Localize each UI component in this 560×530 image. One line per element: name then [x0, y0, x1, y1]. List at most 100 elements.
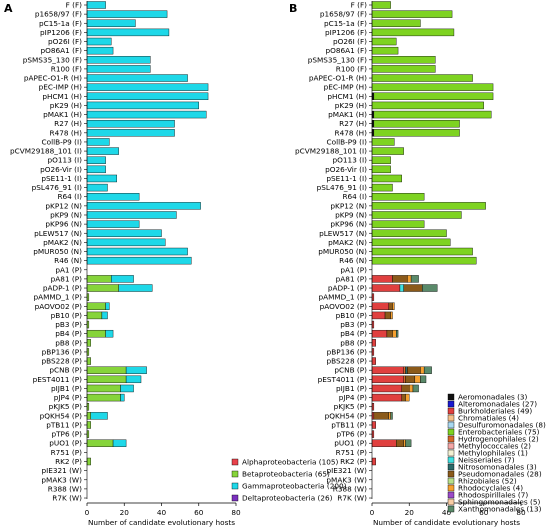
- category-label: R751 (P): [336, 448, 368, 457]
- category-label: pBP136 (P): [42, 347, 83, 356]
- category-label: pA81 (P): [336, 274, 367, 283]
- category-label: pIJB1 (P): [336, 384, 367, 393]
- category-label: pO113 (I): [48, 156, 83, 165]
- category-label: pKJK5 (P): [334, 402, 368, 411]
- bar-segment: [371, 138, 395, 146]
- category-label: R7K (W): [52, 494, 82, 503]
- legend-label: Methylococcales (2): [458, 442, 531, 451]
- bar-segment: [371, 439, 397, 447]
- bar-segment: [422, 284, 438, 292]
- category-label: pUO1 (P): [49, 439, 82, 448]
- bar-segment: [125, 366, 147, 374]
- bar-segment: [371, 183, 393, 192]
- bar-segment: [371, 65, 436, 73]
- category-label: R64 (I): [342, 192, 367, 201]
- bar-segment: [86, 329, 106, 338]
- category-label: pA81 (P): [51, 274, 82, 283]
- bar-segment: [392, 302, 395, 310]
- category-label: pSMS35_130 (F): [308, 55, 367, 64]
- category-label: R388 (W): [333, 484, 367, 493]
- bar-segment: [371, 37, 397, 46]
- category-label: R751 (P): [51, 448, 83, 457]
- category-label: pO26-Vir (I): [325, 165, 367, 174]
- bar-segment: [403, 439, 406, 447]
- bar-segment: [392, 275, 408, 283]
- bar-segment: [371, 220, 425, 228]
- category-label: pTP6 (P): [336, 430, 367, 439]
- category-label: pADP-1 (P): [328, 284, 367, 293]
- bar-segment: [371, 393, 402, 402]
- legend-label: Alphaproteobacteria (105): [242, 458, 339, 467]
- bar-segment: [371, 165, 391, 174]
- legend-label: Betaproteobacteria (65): [242, 470, 330, 479]
- bar-segment: [86, 174, 117, 183]
- bar-segment: [90, 412, 108, 420]
- category-label: F (F): [66, 1, 83, 10]
- category-label: pA1 (P): [340, 265, 367, 274]
- legend-swatch: [447, 442, 455, 450]
- category-label: pCNB (P): [334, 366, 367, 375]
- bar-segment: [86, 220, 140, 228]
- bar-segment: [112, 439, 127, 447]
- legend-label: Nitrosomonadales (3): [458, 463, 537, 472]
- bar-segment: [371, 284, 401, 292]
- category-label: pTB11 (P): [46, 420, 82, 429]
- bar-segment: [405, 375, 416, 384]
- category-label: pKP12 (N): [45, 201, 82, 210]
- bar-segment: [120, 393, 125, 402]
- bar-segment: [373, 129, 460, 137]
- bar-segment: [371, 19, 421, 27]
- category-label: pEC-IMP (H): [324, 83, 367, 92]
- bar-segment: [407, 275, 412, 283]
- bar-segment: [111, 275, 134, 283]
- category-label: R388 (W): [48, 484, 82, 493]
- category-label: pBS228 (P): [42, 357, 83, 366]
- bar-segment: [86, 457, 91, 466]
- legend-swatch: [231, 482, 239, 490]
- bar-segment: [86, 19, 136, 27]
- category-label: pB8 (P): [340, 338, 367, 347]
- bar-segment: [125, 375, 142, 384]
- category-label: pAOVO02 (P): [320, 302, 368, 311]
- panel-label: A: [4, 2, 13, 15]
- bar-segment: [86, 46, 114, 55]
- category-label: pAMMD_1 (P): [318, 293, 367, 302]
- bar-segment: [86, 366, 127, 374]
- bar-segment: [86, 92, 209, 101]
- category-label: pSL476_91 (I): [32, 183, 83, 192]
- category-label: pJP4 (P): [339, 393, 367, 402]
- bar-segment: [414, 375, 421, 384]
- legend-swatch: [447, 505, 455, 513]
- legend-swatch: [447, 407, 455, 415]
- bar-segment: [371, 10, 453, 18]
- category-label: F (F): [351, 1, 368, 10]
- bar-segment: [373, 92, 494, 101]
- category-label: pB3 (P): [340, 320, 367, 329]
- category-label: RK2 (P): [55, 457, 82, 466]
- category-label: pCVM29188_101 (I): [10, 147, 82, 156]
- bar-segment: [86, 101, 199, 110]
- category-label: pTP6 (P): [51, 430, 82, 439]
- legend-label: Alteromonadales (27): [458, 400, 537, 409]
- category-label: pC15-1a (F): [324, 19, 367, 28]
- bar-segment: [371, 457, 376, 466]
- bar-segment: [86, 1, 106, 9]
- category-label: pMAK2 (N): [328, 238, 367, 247]
- bar-segment: [86, 229, 162, 237]
- bar-segment: [371, 311, 386, 320]
- category-label: pEST4011 (P): [33, 375, 82, 384]
- category-label: pMAK3 (W): [41, 475, 82, 484]
- legend-swatch: [447, 393, 455, 401]
- bar-segment: [403, 284, 423, 292]
- category-label: pQKH54 (P): [325, 411, 367, 420]
- bar-segment: [396, 329, 399, 338]
- bar-segment: [388, 412, 391, 420]
- x-tick-label: 80: [516, 508, 526, 517]
- bar-segment: [86, 165, 106, 174]
- bar-segment: [86, 119, 175, 128]
- bar-segment: [86, 138, 110, 146]
- category-label: pAOVO02 (P): [35, 302, 83, 311]
- bar-segment: [388, 302, 393, 310]
- x-tick-label: 60: [479, 508, 489, 517]
- x-tick-label: 80: [231, 508, 241, 517]
